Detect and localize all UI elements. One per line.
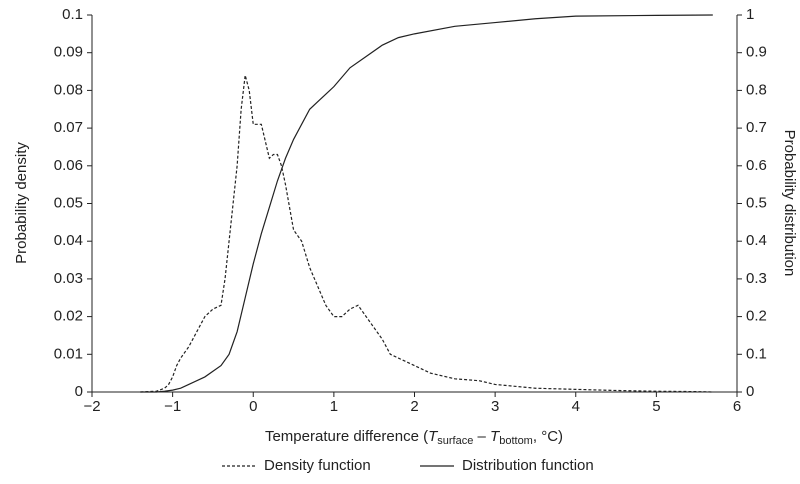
y-tick-label: 0.05 (54, 194, 83, 211)
x-axis-title-part: surface (437, 435, 473, 447)
x-tick-label: −2 (83, 398, 100, 415)
x-axis-title-part: T (428, 428, 439, 445)
x-tick-label: 0 (249, 398, 257, 415)
x-axis-title-part: , °C) (533, 428, 563, 445)
y-tick-label: 0.02 (54, 308, 83, 325)
y-axis-title: Probability density (13, 142, 30, 264)
x-axis-title-part: T (490, 428, 501, 445)
x-tick-label: 1 (330, 398, 338, 415)
legend-label: Distribution function (462, 457, 594, 474)
x-axis-title-part: bottom (499, 435, 533, 447)
y2-tick-label: 0.9 (746, 44, 767, 61)
y2-tick-label: 0.3 (746, 270, 767, 287)
y-tick-label: 0.01 (54, 345, 83, 362)
x-tick-label: 3 (491, 398, 499, 415)
y2-tick-label: 0.6 (746, 157, 767, 174)
x-tick-label: 2 (410, 398, 418, 415)
x-tick-label: 4 (572, 398, 580, 415)
y2-tick-label: 0.5 (746, 194, 767, 211)
y-tick-label: 0.06 (54, 157, 83, 174)
series-line (140, 75, 713, 393)
x-axis-title-part: Temperature difference ( (265, 428, 428, 445)
y2-tick-label: 0.2 (746, 308, 767, 325)
x-tick-label: −1 (164, 398, 181, 415)
y-tick-label: 0.08 (54, 81, 83, 98)
y2-tick-label: 0.4 (746, 232, 767, 249)
y-tick-label: 0.03 (54, 270, 83, 287)
x-axis-title-part: – (473, 428, 490, 445)
x-tick-label: 5 (652, 398, 660, 415)
y-tick-label: 0.04 (54, 232, 83, 249)
y2-tick-label: 0.1 (746, 345, 767, 362)
series-line (140, 14, 713, 393)
y-tick-label: 0.1 (62, 6, 83, 23)
axis-frame (91, 15, 738, 393)
y2-tick-label: 1 (746, 6, 754, 23)
legend-label: Density function (264, 457, 371, 474)
y-tick-label: 0 (75, 383, 83, 400)
y2-tick-label: 0.7 (746, 119, 767, 136)
y-tick-label: 0.09 (54, 44, 83, 61)
y2-tick-label: 0.8 (746, 81, 767, 98)
y-tick-label: 0.07 (54, 119, 83, 136)
x-axis-title: Temperature difference (Tsurface – Tbott… (265, 428, 563, 447)
x-tick-label: 6 (733, 398, 741, 415)
y2-axis-title: Probability distribution (781, 130, 798, 277)
y2-tick-label: 0 (746, 383, 754, 400)
